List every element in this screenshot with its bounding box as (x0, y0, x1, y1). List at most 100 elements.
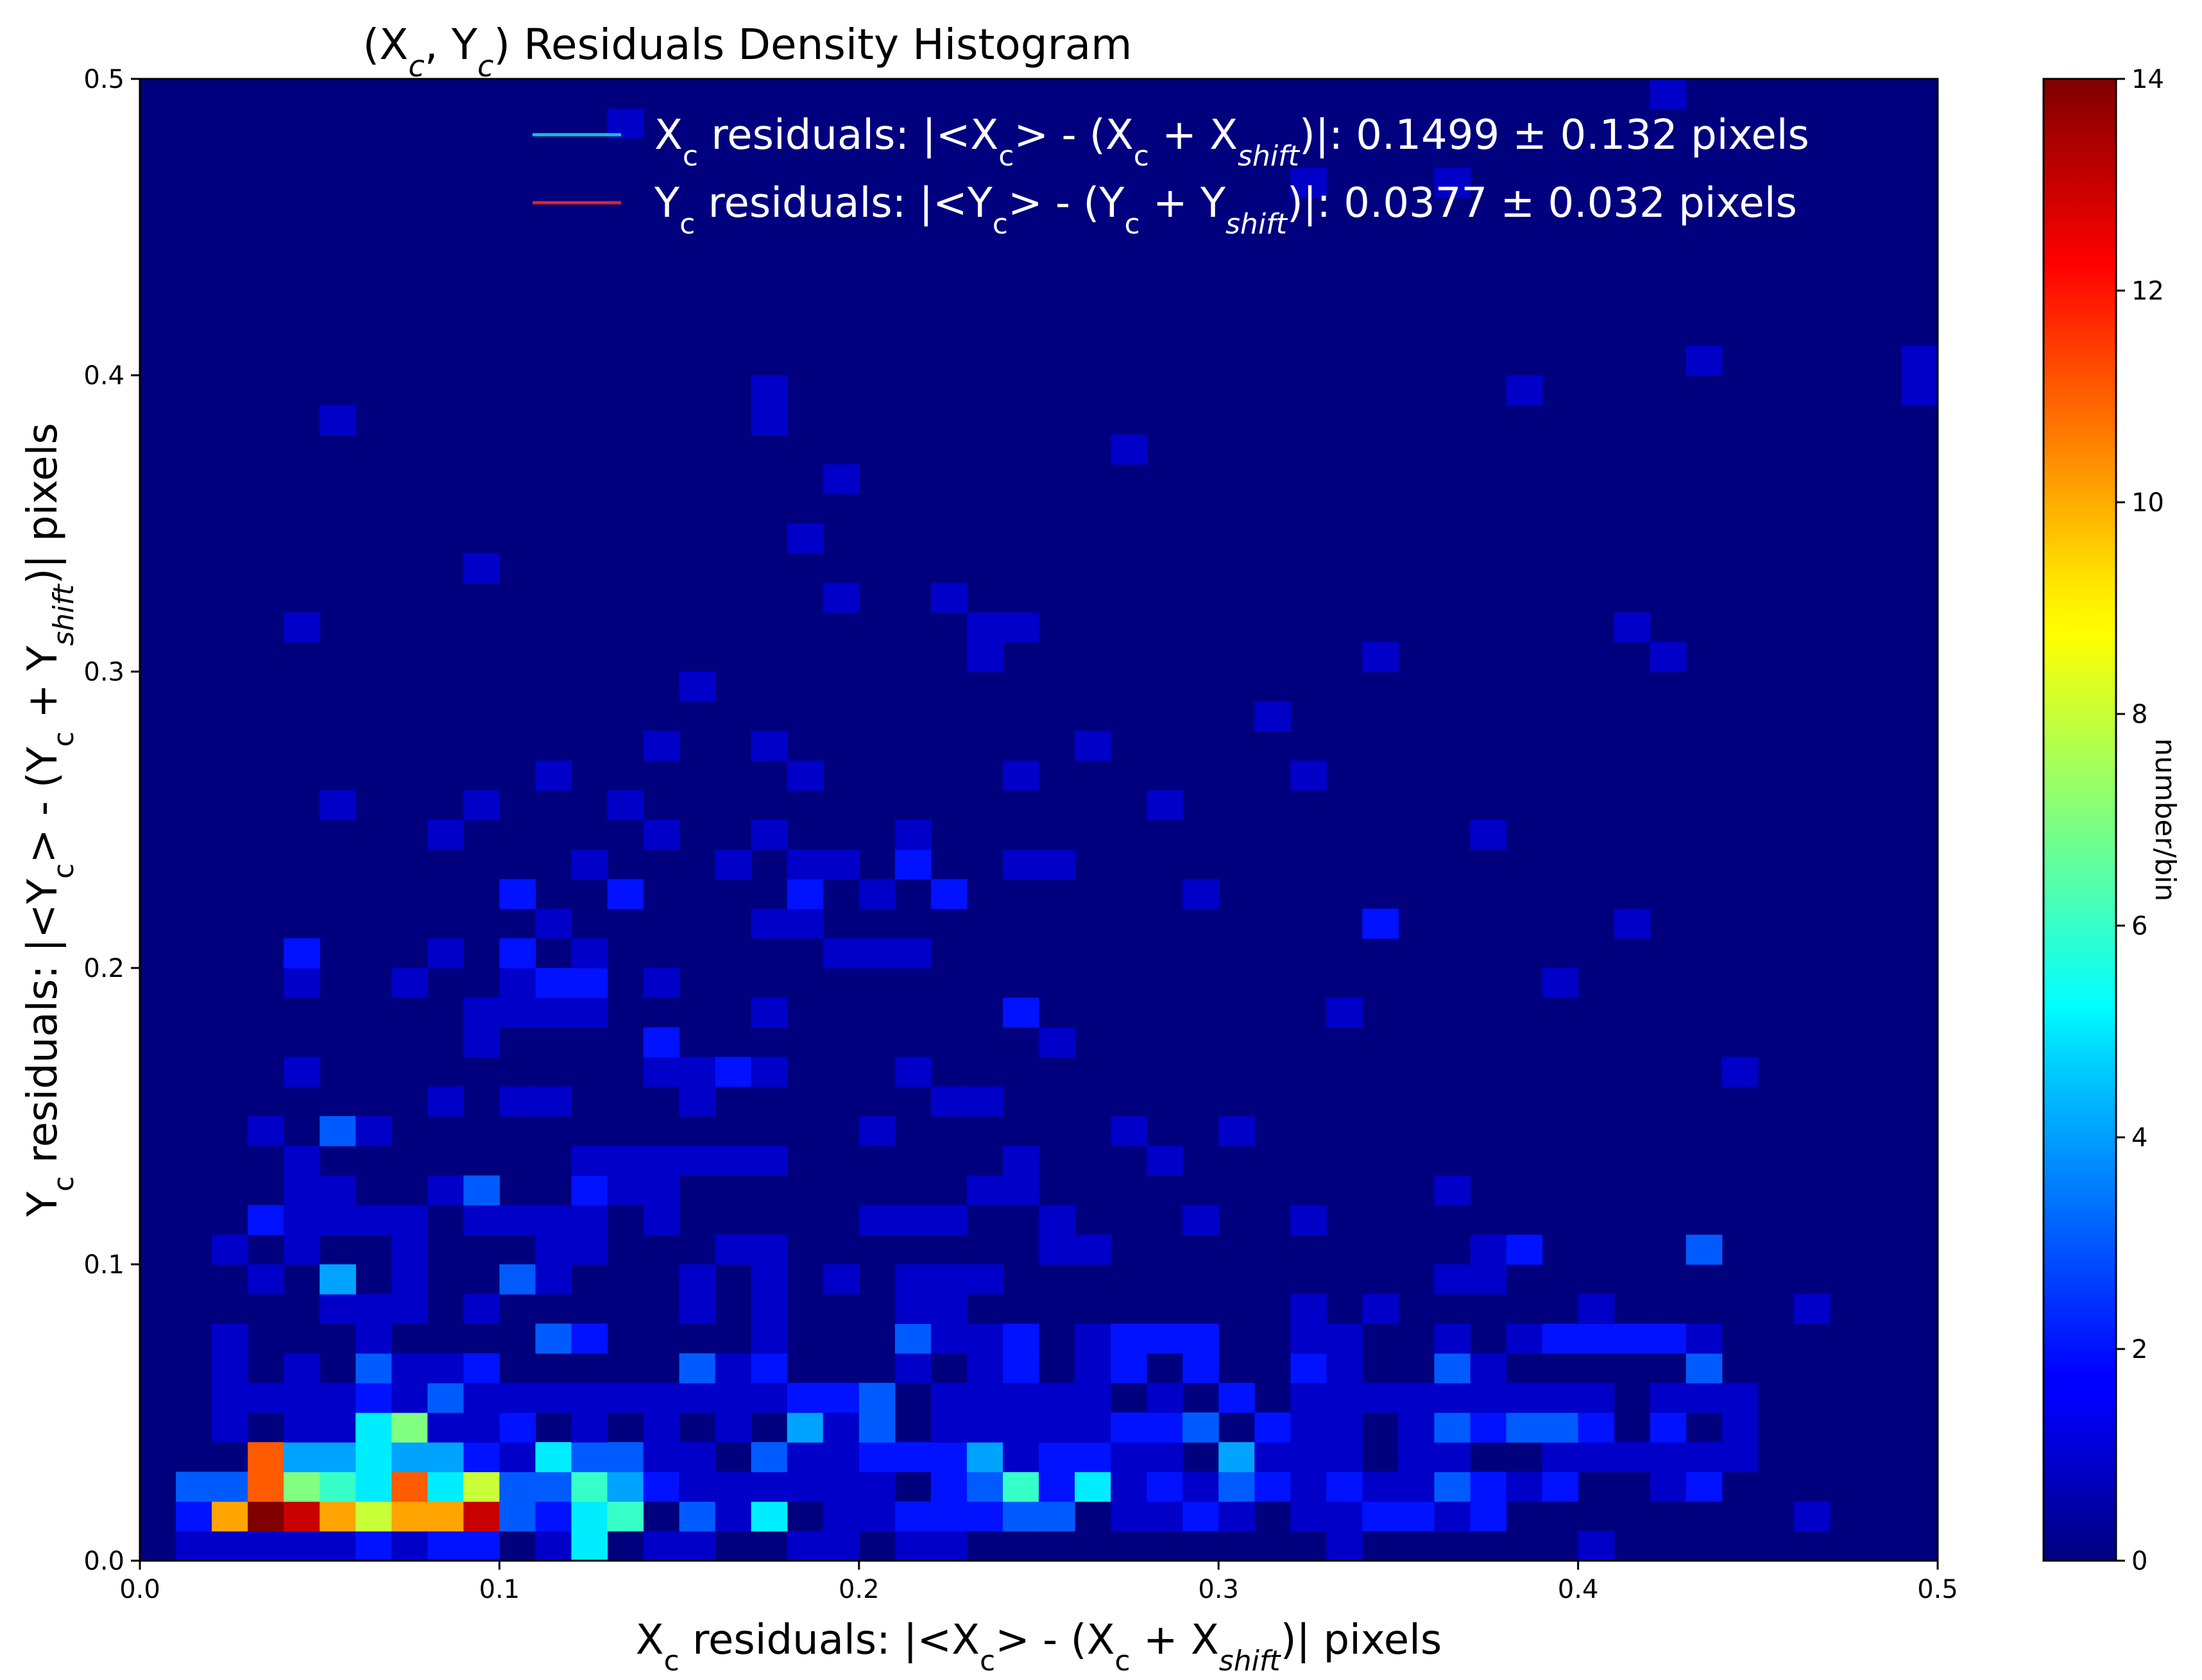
histogram-cell (1182, 1353, 1219, 1384)
text-run: > - (Y (1008, 180, 1125, 227)
histogram-cell (787, 1531, 824, 1561)
histogram-cell (1147, 1382, 1183, 1413)
histogram-cell (391, 1472, 428, 1502)
histogram-cell (1002, 1472, 1039, 1502)
histogram-cell (930, 1382, 968, 1413)
histogram-cell (1542, 968, 1579, 998)
histogram-cell (320, 1531, 356, 1561)
histogram-cell (1506, 1323, 1543, 1354)
histogram-cell (463, 1531, 500, 1561)
text-run: c (47, 1176, 80, 1191)
histogram-cell (463, 1175, 500, 1206)
histogram-cell (966, 1442, 1003, 1472)
histogram-cell (355, 1116, 392, 1146)
histogram-cell (1290, 1323, 1327, 1354)
histogram-cell (535, 1442, 572, 1472)
histogram-cell (427, 1353, 464, 1384)
histogram-cell (1002, 997, 1039, 1028)
histogram-cell (1218, 1472, 1255, 1502)
histogram-cell (1362, 1501, 1399, 1532)
text-run: residuals: |<X (698, 112, 998, 159)
histogram-cell (1326, 1531, 1363, 1561)
histogram-cell (1182, 1472, 1219, 1502)
histogram-cell (463, 1294, 500, 1324)
histogram-cell (1290, 1501, 1327, 1532)
histogram-cell (248, 1501, 284, 1532)
histogram-cell (212, 1472, 248, 1502)
histogram-cell (1578, 1442, 1615, 1472)
histogram-cell (1111, 1442, 1147, 1472)
histogram-cell (427, 1382, 464, 1413)
histogram-cell (1075, 1472, 1111, 1502)
histogram-cell (966, 1086, 1003, 1117)
histogram-cell (463, 1027, 500, 1058)
histogram-cell (571, 1175, 608, 1206)
histogram-cell (1686, 1323, 1723, 1354)
histogram-cell (248, 1116, 284, 1146)
colorbar-tick-label: 12 (2131, 276, 2164, 306)
histogram-cell (535, 968, 572, 998)
histogram-cell (571, 1472, 608, 1502)
histogram-cell (535, 1531, 572, 1561)
histogram-cell (715, 1382, 752, 1413)
histogram-cell (499, 997, 536, 1028)
histogram-cell (715, 1353, 752, 1384)
text-run: c (980, 1645, 995, 1677)
histogram-cell (463, 1382, 500, 1413)
histogram-cell (643, 1413, 680, 1443)
text-run: )| pixels (1281, 1616, 1442, 1664)
histogram-cell (858, 1116, 896, 1146)
histogram-cell (715, 1056, 752, 1087)
histogram-cell (715, 1234, 752, 1265)
histogram-cell (320, 1501, 356, 1532)
histogram-cell (823, 1501, 860, 1532)
histogram-cell (1506, 1234, 1543, 1265)
histogram-cell (966, 1501, 1003, 1532)
histogram-cell (930, 1205, 968, 1235)
histogram-cell (391, 1264, 428, 1294)
histogram-cell (679, 1264, 716, 1294)
histogram-cell (284, 938, 320, 969)
histogram-cell (1398, 1472, 1435, 1502)
histogram-cell (1506, 1382, 1543, 1413)
histogram-cell (1002, 1442, 1039, 1472)
histogram-cell (751, 1146, 788, 1176)
colorbar-tick-label: 10 (2131, 488, 2164, 518)
histogram-cell (463, 1501, 500, 1532)
histogram-cell (355, 1353, 392, 1384)
histogram-cell (1434, 1323, 1471, 1354)
histogram-cell (894, 1294, 932, 1324)
colorbar-tick-label: 6 (2131, 912, 2147, 941)
histogram-cell (1290, 1353, 1327, 1384)
histogram-cell (1326, 1501, 1363, 1532)
histogram-cell (320, 790, 356, 820)
text-run: + Y (19, 645, 67, 731)
histogram-cell (1901, 345, 1938, 376)
histogram-cell (751, 820, 788, 850)
histogram-cell (607, 1175, 644, 1206)
histogram-cell (787, 1442, 824, 1472)
histogram-cell (355, 1531, 392, 1561)
histogram-cell (499, 1382, 536, 1413)
histogram-cell (1218, 1382, 1255, 1413)
histogram-cell (571, 1146, 608, 1176)
histogram-cell (391, 1353, 428, 1384)
text-run: Y (654, 180, 680, 227)
histogram-cell (427, 1531, 464, 1561)
x-tick-label: 0.3 (1198, 1575, 1239, 1604)
histogram-cell (1470, 1413, 1507, 1443)
histogram-cell (284, 1531, 320, 1561)
histogram-cell (1686, 1442, 1723, 1472)
histogram-cell (894, 938, 932, 969)
histogram-cell (1614, 612, 1651, 643)
histogram-cell (930, 582, 968, 613)
histogram-cell (1434, 1442, 1471, 1472)
histogram-cell (1578, 1382, 1615, 1413)
histogram-cell (1218, 1442, 1255, 1472)
histogram-cell (284, 1442, 320, 1472)
histogram-cell (679, 1294, 716, 1324)
histogram-cell (858, 938, 896, 969)
histogram-cell (391, 1501, 428, 1532)
histogram-cell (571, 968, 608, 998)
histogram-cell (1578, 1323, 1615, 1354)
